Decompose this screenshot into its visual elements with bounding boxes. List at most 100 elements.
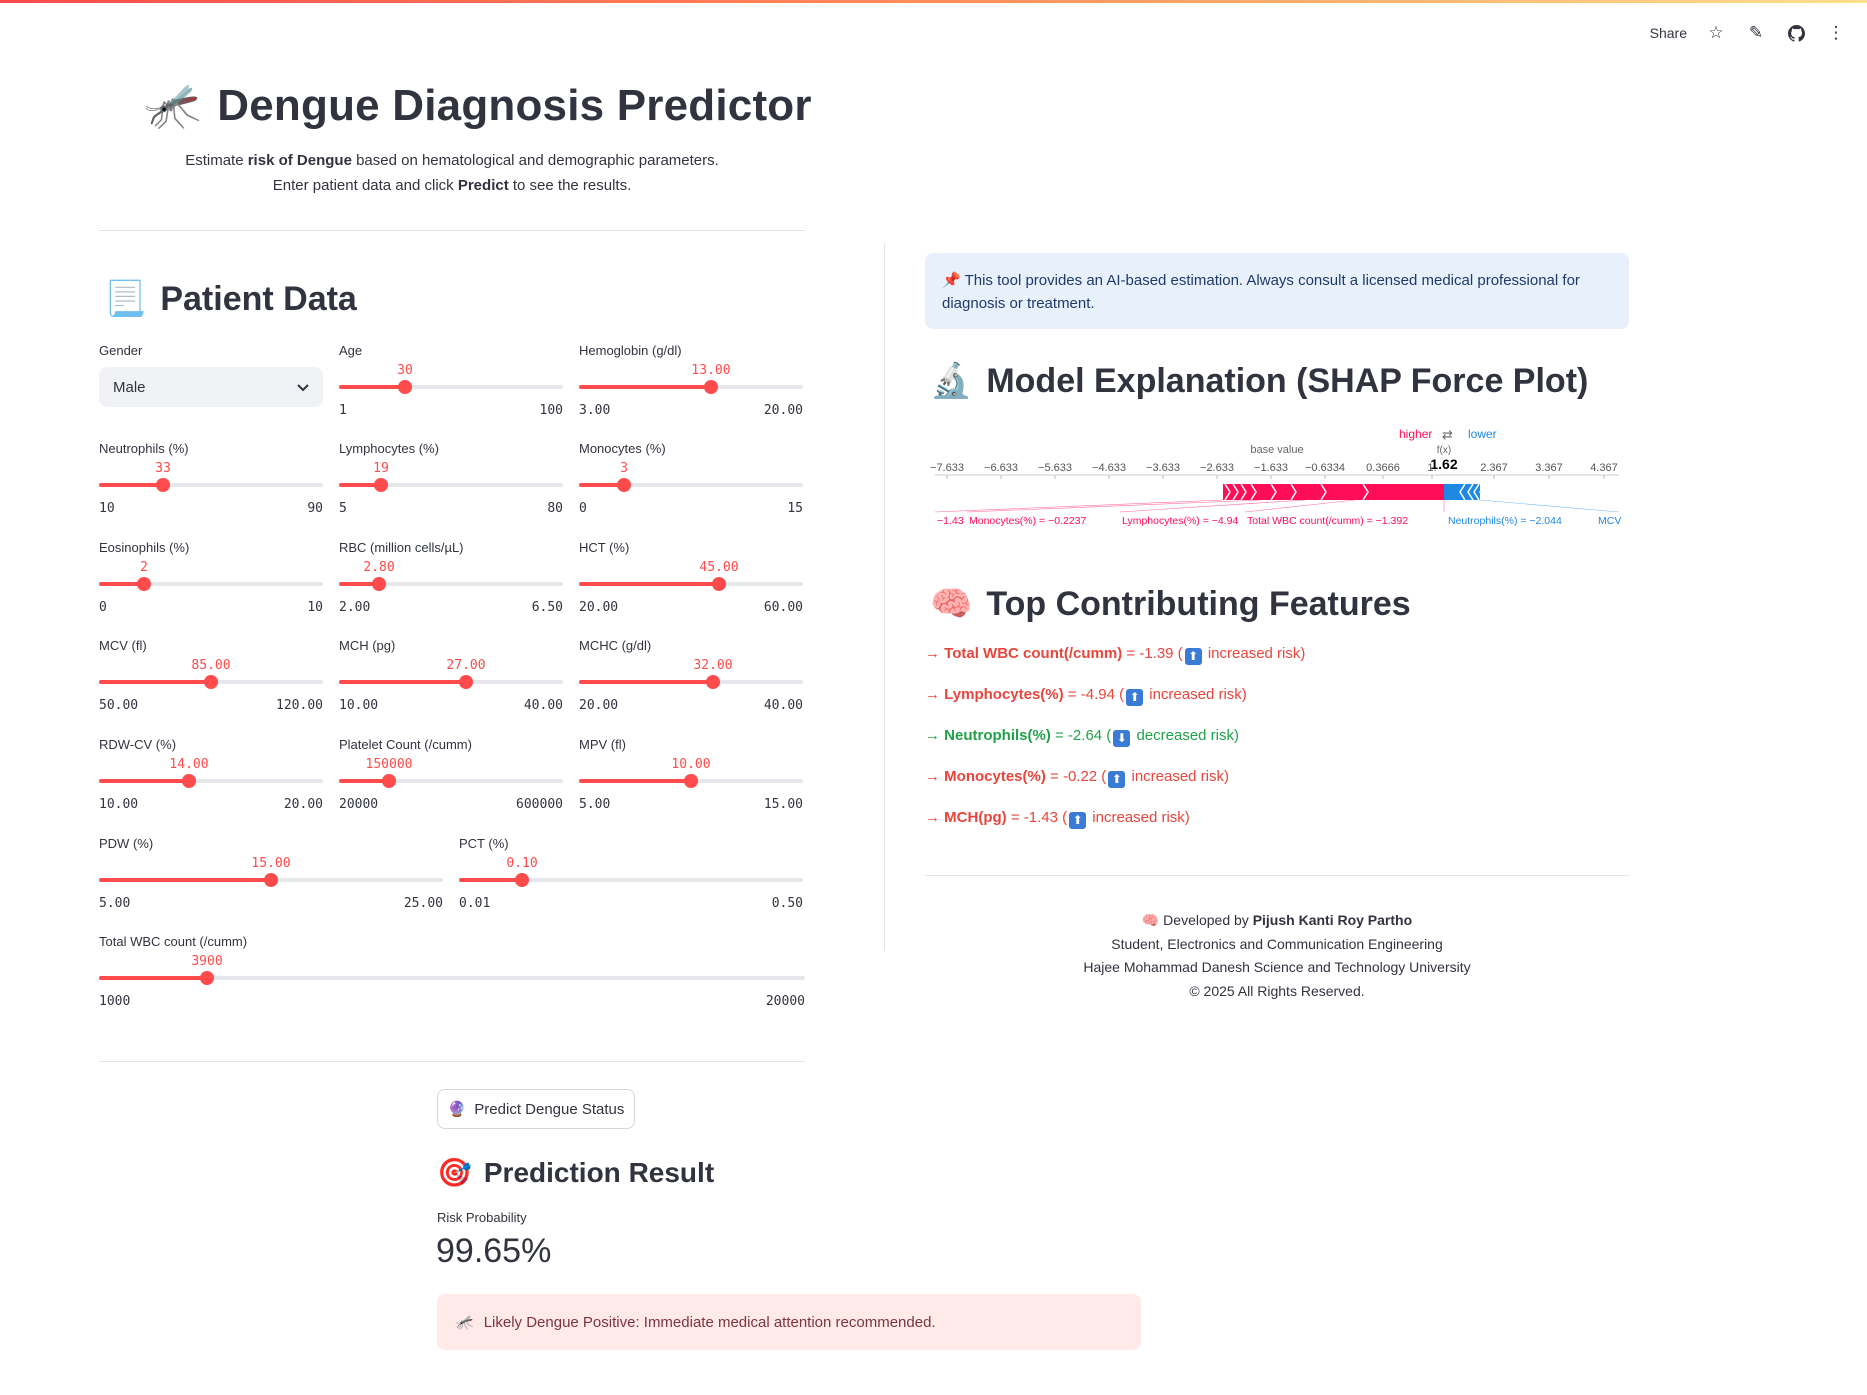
feature-effect: increased risk): [1203, 645, 1306, 662]
wbc-track[interactable]: [99, 971, 805, 985]
pct-thumb[interactable]: [515, 873, 529, 887]
pdw-slider[interactable]: PDW (%) 15.00 5.00 25.00: [99, 836, 443, 916]
mchc-slider[interactable]: MCHC (g/dl) 32.00 20.00 40.00: [579, 638, 803, 718]
mcv-track[interactable]: [99, 675, 323, 689]
hct-label: HCT (%): [579, 540, 630, 555]
lymphocytes-value: 19: [373, 461, 389, 476]
lymphocytes-slider[interactable]: Lymphocytes (%) 19 5 80: [339, 441, 563, 521]
brain-icon: 🧠: [1141, 912, 1160, 928]
risk-probability-value: 99.65%: [436, 1232, 552, 1270]
mchc-thumb[interactable]: [706, 675, 720, 689]
monocytes-track[interactable]: [579, 478, 803, 492]
rbc-thumb[interactable]: [372, 577, 386, 591]
platelet-slider[interactable]: Platelet Count (/cumm) 150000 20000 600000: [339, 737, 563, 817]
rdwcv-track[interactable]: [99, 774, 323, 788]
arrow-up-icon: ⬆: [1184, 648, 1202, 665]
rdwcv-slider[interactable]: RDW-CV (%) 14.00 10.00 20.00: [99, 737, 323, 817]
eosinophils-thumb[interactable]: [137, 577, 151, 591]
divider: [925, 875, 1629, 876]
edit-icon[interactable]: ✎: [1748, 23, 1764, 42]
age-slider[interactable]: Age 30 1 100: [339, 343, 563, 423]
star-icon[interactable]: ☆: [1708, 23, 1724, 42]
hemoglobin-value: 13.00: [691, 363, 731, 378]
hemoglobin-label: Hemoglobin (g/dl): [579, 343, 682, 358]
neutrophils-thumb[interactable]: [156, 478, 170, 492]
neutrophils-value: 33: [155, 461, 171, 476]
feature-value: = -1.39 (: [1122, 645, 1183, 662]
rbc-track[interactable]: [339, 577, 563, 591]
monocytes-min: 0: [579, 501, 587, 516]
arrow-right-icon: →: [925, 686, 945, 703]
mchc-max: 40.00: [763, 698, 803, 713]
eosinophils-label: Eosinophils (%): [99, 540, 190, 555]
mchc-track[interactable]: [579, 675, 803, 689]
prediction-result-header: 🎯 Prediction Result: [437, 1156, 714, 1189]
positive-force-bar: [1223, 484, 1444, 500]
monocytes-value: 3: [620, 461, 628, 476]
monocytes-thumb[interactable]: [617, 478, 631, 492]
feature-effect: increased risk): [1145, 686, 1247, 703]
eosinophils-slider[interactable]: Eosinophils (%) 2 0 10: [99, 540, 323, 620]
mcv-fill: [99, 680, 211, 684]
mch-slider[interactable]: MCH (pg) 27.00 10.00 40.00: [339, 638, 563, 718]
rdwcv-max: 20.00: [283, 797, 323, 812]
hemoglobin-fill: [579, 385, 711, 389]
monocytes-slider[interactable]: Monocytes (%) 3 0 15: [579, 441, 803, 521]
platelet-thumb[interactable]: [382, 774, 396, 788]
rbc-slider[interactable]: RBC (million cells/µL) 2.80 2.00 6.50: [339, 540, 563, 620]
positive-chevrons: [1224, 483, 1369, 501]
rdwcv-thumb[interactable]: [182, 774, 196, 788]
mpv-track[interactable]: [579, 774, 803, 788]
rbc-value: 2.80: [363, 560, 395, 575]
arrow-right-icon: →: [925, 727, 945, 744]
patient-data-header: 📃 Patient Data: [104, 279, 357, 319]
mcv-min: 50.00: [99, 698, 139, 713]
github-icon[interactable]: [1785, 22, 1807, 44]
platelet-track[interactable]: [339, 774, 563, 788]
mch-thumb[interactable]: [459, 675, 473, 689]
mch-fill: [339, 680, 466, 684]
eosinophils-track[interactable]: [99, 577, 323, 591]
arrow-up-icon: ⬆: [1108, 771, 1126, 788]
feature-effect: increased risk): [1127, 768, 1230, 785]
hemoglobin-thumb[interactable]: [704, 380, 718, 394]
age-thumb[interactable]: [398, 380, 412, 394]
divider: [99, 230, 805, 231]
fx-value: 1.62: [1430, 456, 1457, 472]
pdw-track[interactable]: [99, 873, 443, 887]
pct-track[interactable]: [459, 873, 803, 887]
gender-select[interactable]: Male: [99, 367, 323, 407]
predict-button[interactable]: 🔮 Predict Dengue Status: [437, 1089, 635, 1129]
lymphocytes-track[interactable]: [339, 478, 563, 492]
mch-value: 27.00: [446, 658, 486, 673]
feature-effect: increased risk): [1088, 809, 1190, 826]
neutrophils-track[interactable]: [99, 478, 323, 492]
hemoglobin-track[interactable]: [579, 380, 803, 394]
mcv-thumb[interactable]: [204, 675, 218, 689]
mchc-label: MCHC (g/dl): [579, 638, 652, 653]
hct-thumb[interactable]: [712, 577, 726, 591]
mpv-thumb[interactable]: [684, 774, 698, 788]
shap-tick-label: −2.633: [1200, 462, 1234, 474]
mcv-slider[interactable]: MCV (fl) 85.00 50.00 120.00: [99, 638, 323, 718]
wbc-thumb[interactable]: [200, 971, 214, 985]
pct-label: PCT (%): [459, 836, 509, 851]
pdw-thumb[interactable]: [264, 873, 278, 887]
hemoglobin-slider[interactable]: Hemoglobin (g/dl) 13.00 3.00 20.00: [579, 343, 803, 423]
more-icon[interactable]: ⋮: [1827, 23, 1845, 42]
mch-track[interactable]: [339, 675, 563, 689]
share-button[interactable]: Share: [1649, 25, 1687, 41]
hct-slider[interactable]: HCT (%) 45.00 20.00 60.00: [579, 540, 803, 620]
column-divider: [884, 243, 885, 951]
lymphocytes-thumb[interactable]: [374, 478, 388, 492]
patient-data-title: Patient Data: [160, 279, 357, 318]
neutrophils-slider[interactable]: Neutrophils (%) 33 10 90: [99, 441, 323, 521]
age-track[interactable]: [339, 380, 563, 394]
swap-icon: ⇄: [1442, 428, 1453, 443]
pct-slider[interactable]: PCT (%) 0.10 0.01 0.50: [459, 836, 803, 916]
rdwcv-label: RDW-CV (%): [99, 737, 177, 752]
hct-track[interactable]: [579, 577, 803, 591]
wbc-slider[interactable]: Total WBC count (/cumm) 3900 1000 20000: [99, 934, 805, 1014]
mpv-slider[interactable]: MPV (fl) 10.00 5.00 15.00: [579, 737, 803, 817]
shap-tick-label: −6.633: [984, 462, 1018, 474]
